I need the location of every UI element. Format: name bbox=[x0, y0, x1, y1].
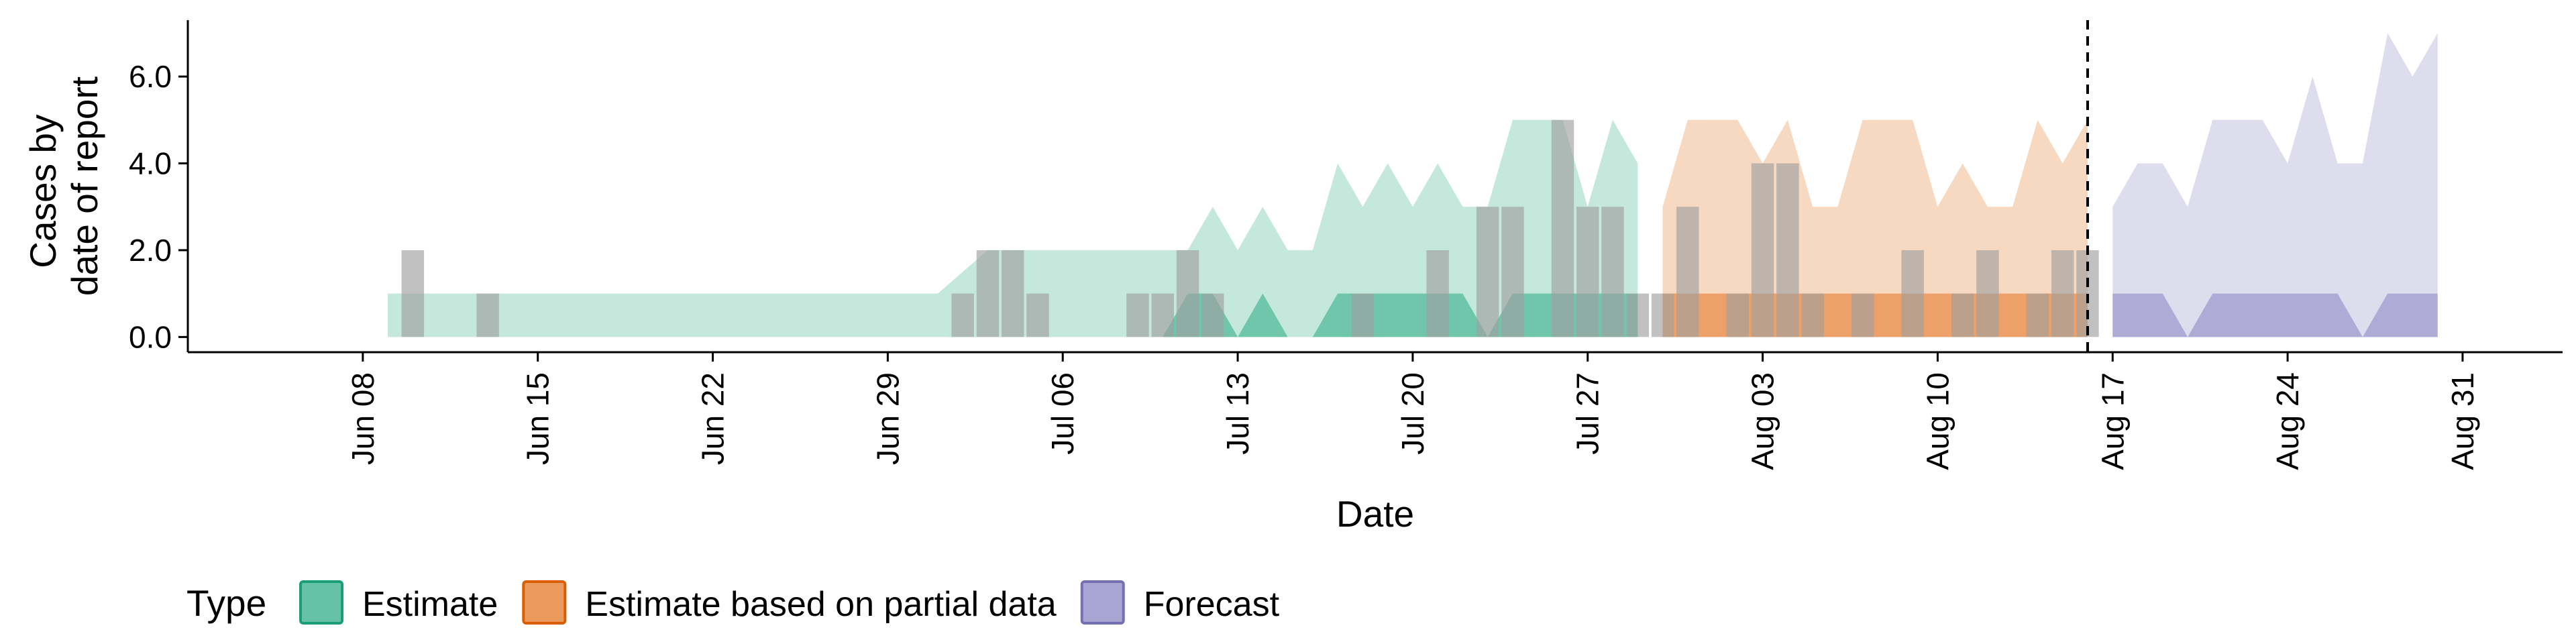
case-bar bbox=[476, 293, 499, 337]
case-bar bbox=[1151, 293, 1174, 337]
estimate-based-on-partial-data-legend-swatch bbox=[522, 580, 567, 625]
case-bar bbox=[1976, 250, 1999, 337]
legend-title: Type bbox=[186, 582, 266, 624]
case-bar bbox=[1851, 293, 1874, 337]
forecast-outer-band bbox=[2112, 33, 2438, 337]
y-axis-title-line-2: date of report bbox=[64, 76, 105, 296]
case-bar bbox=[1026, 293, 1049, 337]
legend-label: Estimate based on partial data bbox=[585, 585, 1057, 624]
x-tick-label: Jun 15 bbox=[521, 372, 555, 465]
y-tick-label: 6.0 bbox=[129, 59, 172, 94]
case-bar bbox=[1751, 163, 1774, 337]
y-axis-title: Cases by date of report bbox=[22, 76, 105, 296]
case-bar bbox=[1776, 163, 1799, 337]
case-bar bbox=[1801, 293, 1824, 337]
case-bar bbox=[1576, 207, 1599, 337]
legend-label: Estimate bbox=[362, 585, 498, 624]
y-tick-label: 2.0 bbox=[129, 233, 172, 268]
x-tick-label: Jul 06 bbox=[1045, 372, 1080, 455]
x-tick-label: Jun 22 bbox=[696, 372, 731, 465]
case-bar bbox=[1426, 250, 1449, 337]
forecast-legend-swatch bbox=[1080, 580, 1125, 625]
case-bar bbox=[401, 250, 425, 337]
x-tick-label: Aug 31 bbox=[2445, 372, 2480, 470]
case-bar bbox=[1726, 293, 1749, 337]
x-tick-label: Aug 24 bbox=[2270, 372, 2305, 470]
case-bar bbox=[951, 293, 974, 337]
x-tick-label: Jun 08 bbox=[345, 372, 380, 465]
case-bar bbox=[1201, 293, 1224, 337]
case-bar bbox=[1501, 207, 1524, 337]
legend-label: Forecast bbox=[1144, 585, 1280, 624]
estimate-outer-band bbox=[388, 119, 1638, 337]
x-tick-label: Aug 17 bbox=[2095, 372, 2130, 470]
case-bar bbox=[1126, 293, 1149, 337]
forecast-inner-band bbox=[2112, 293, 2438, 337]
case-bar bbox=[1601, 207, 1624, 337]
case-bar bbox=[1651, 293, 1674, 337]
case-bar bbox=[1476, 207, 1499, 337]
x-axis-ticks: Jun 08 Jun 15 Jun 22 Jun 29 Jul 06 Jul 13 Jul … bbox=[345, 352, 2480, 470]
y-axis-title-line-1: Cases by bbox=[22, 114, 64, 268]
x-tick-label: Aug 10 bbox=[1920, 372, 1955, 470]
case-bar bbox=[1951, 293, 1974, 337]
estimate-bands bbox=[388, 33, 2438, 337]
y-axis-ticks: 0.0 2.0 4.0 6.0 bbox=[129, 59, 188, 354]
case-bar bbox=[1551, 119, 1574, 337]
x-tick-label: Jul 13 bbox=[1220, 372, 1255, 455]
estimate-legend-swatch bbox=[299, 580, 343, 625]
observed-case-bars bbox=[401, 119, 2099, 337]
axes bbox=[186, 20, 2563, 354]
case-bar bbox=[1676, 207, 1699, 337]
case-bar bbox=[1626, 293, 1649, 337]
y-tick-label: 4.0 bbox=[129, 146, 172, 181]
case-bar bbox=[976, 250, 1000, 337]
x-tick-label: Jul 20 bbox=[1395, 372, 1430, 455]
legend: Type Estimate Estimate based on partial d… bbox=[186, 580, 1280, 625]
case-bar bbox=[1001, 250, 1024, 337]
case-bar bbox=[2051, 250, 2074, 337]
case-bar bbox=[1351, 293, 1375, 337]
case-bar bbox=[2026, 293, 2049, 337]
x-tick-label: Jul 27 bbox=[1570, 372, 1605, 455]
case-bar bbox=[1901, 250, 1924, 337]
y-tick-label: 0.0 bbox=[129, 319, 172, 354]
x-tick-label: Jun 29 bbox=[870, 372, 905, 465]
x-tick-label: Aug 03 bbox=[1746, 372, 1780, 470]
case-bar bbox=[1176, 250, 1199, 337]
x-axis-title: Date bbox=[1336, 493, 1414, 535]
